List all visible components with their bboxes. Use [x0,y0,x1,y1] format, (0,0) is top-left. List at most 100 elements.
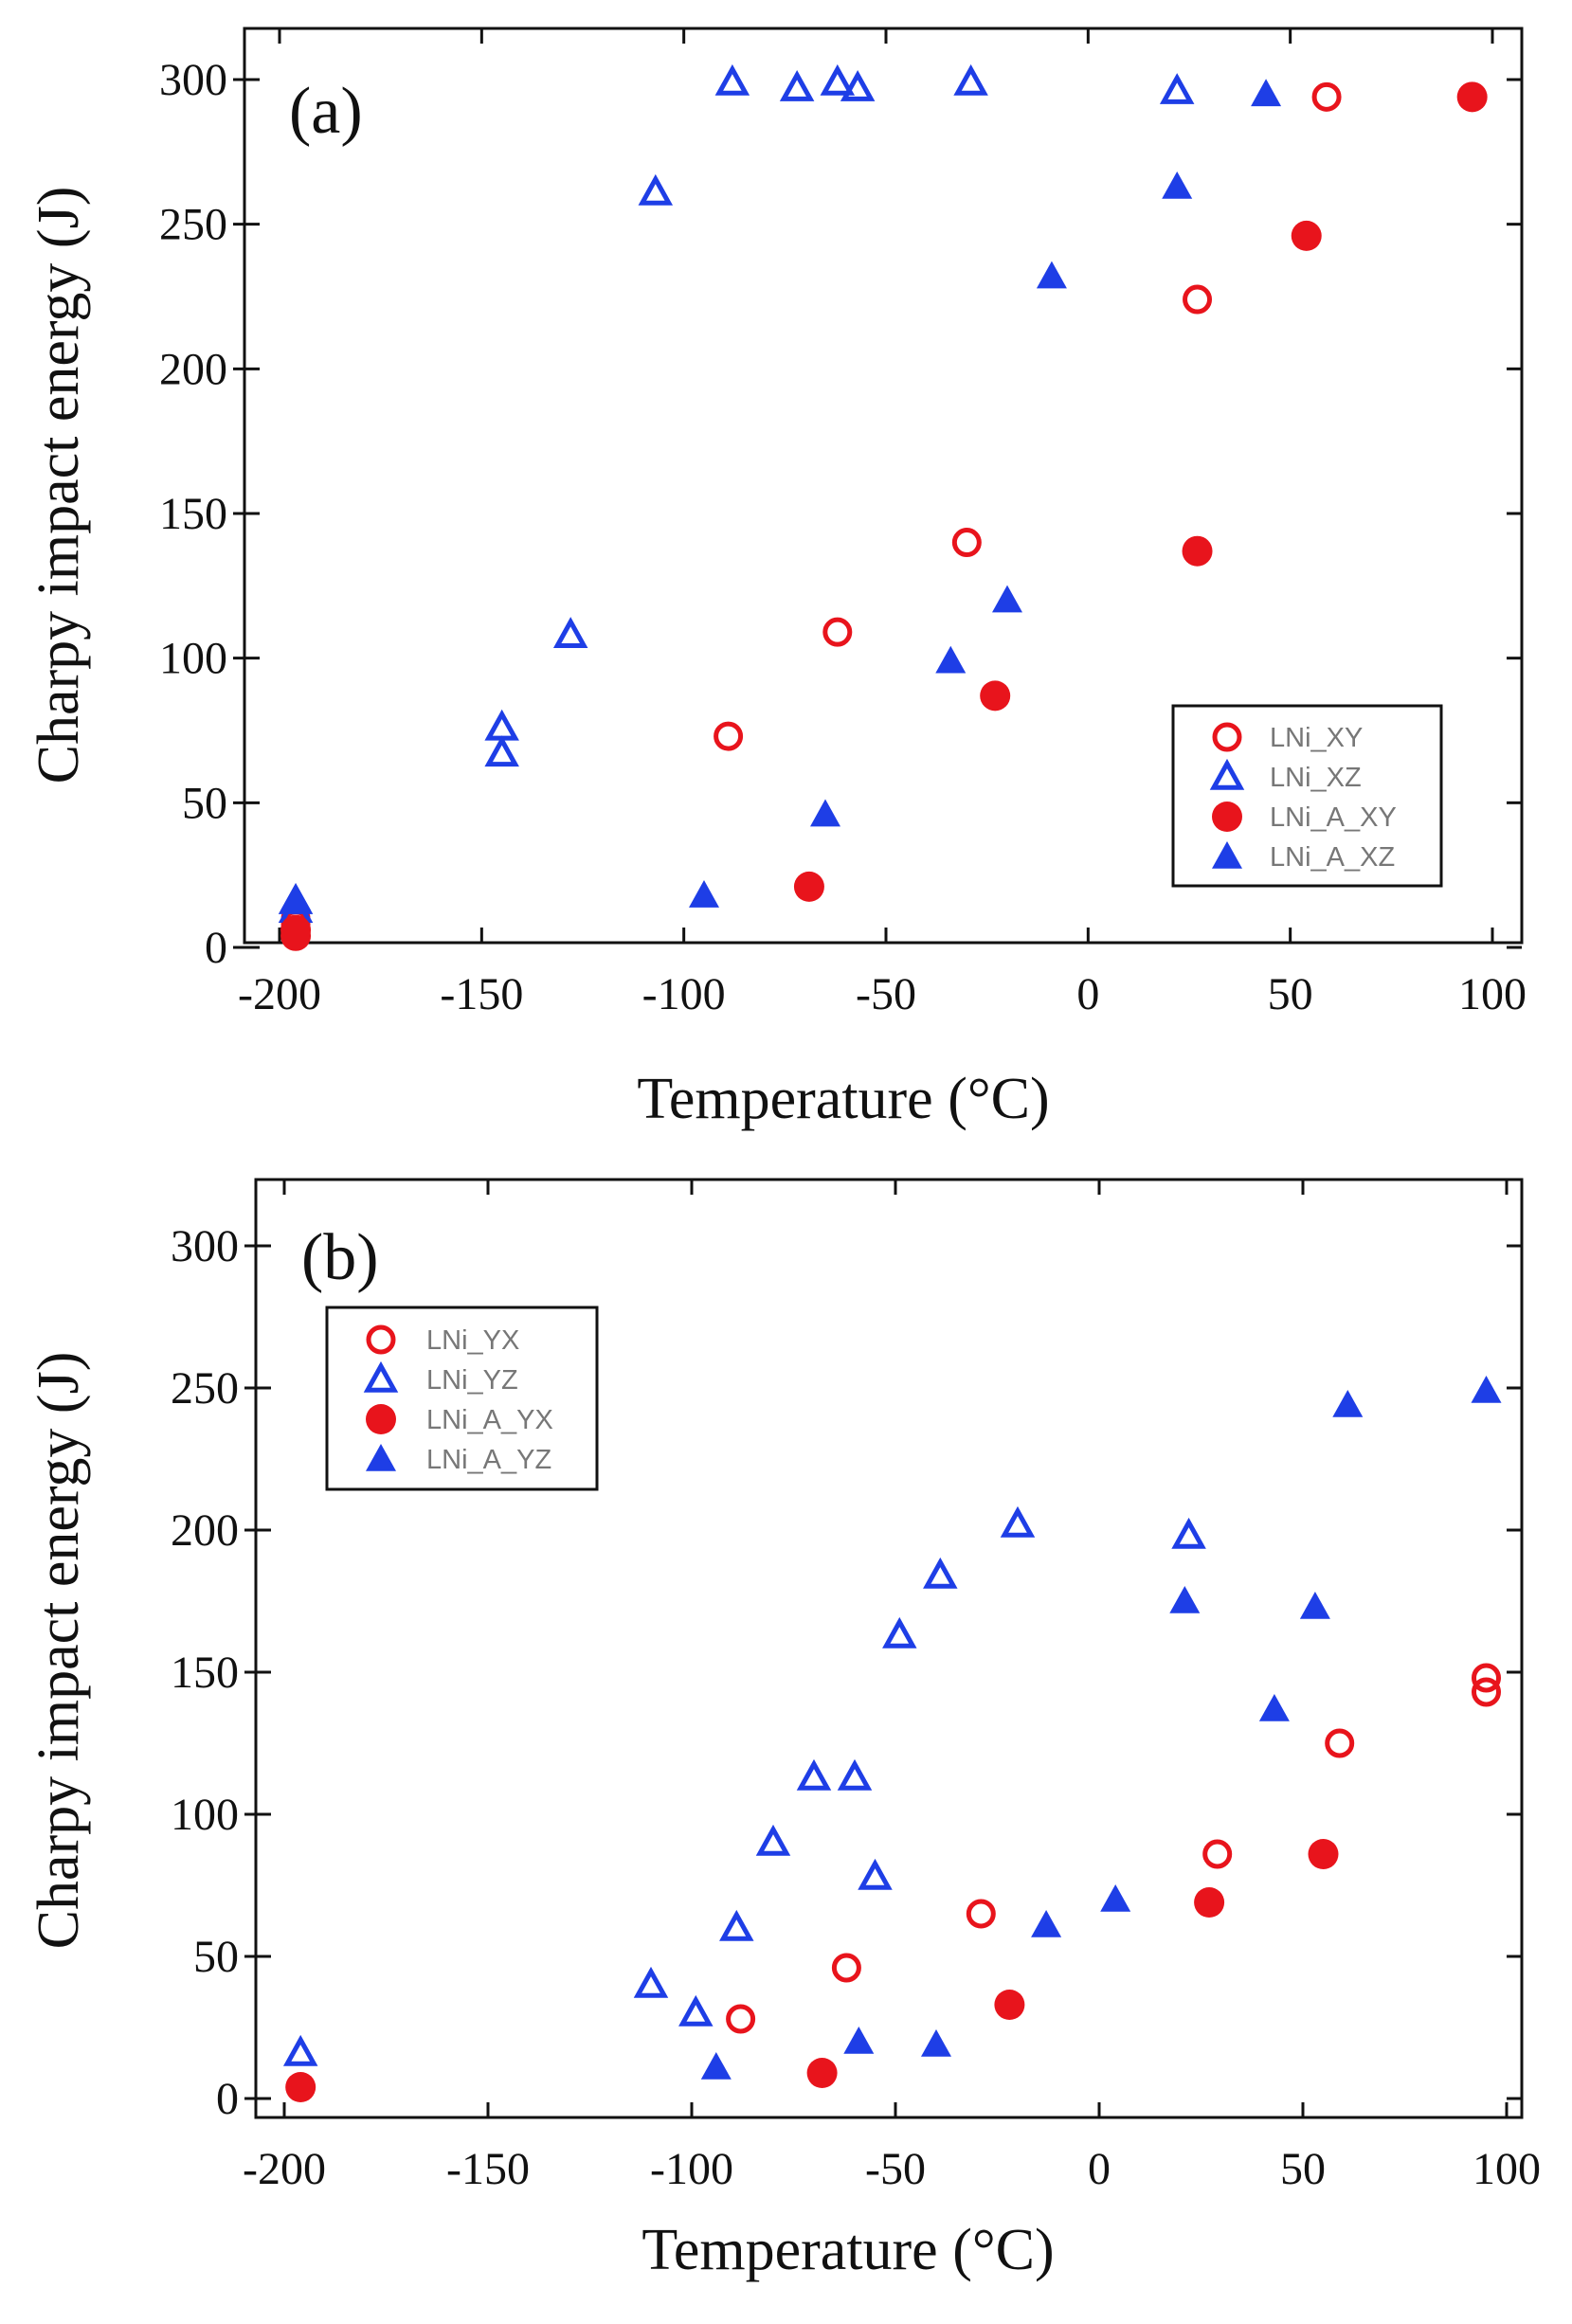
legend-marker [1212,802,1242,832]
x-tick-label: -150 [440,969,523,1019]
data-point [723,1915,750,1938]
data-point [886,1622,912,1646]
legend-label: LNi_A_YZ [426,1445,551,1475]
legend-label: LNi_YX [426,1325,519,1356]
data-point [287,2040,314,2063]
legend-label: LNi_XY [1270,723,1363,753]
data-point [1332,1390,1363,1417]
x-tick-label: -50 [856,969,916,1019]
data-point [701,2052,732,2080]
data-point [980,680,1010,711]
data-point [285,2072,316,2102]
data-point [1162,171,1192,199]
data-point [844,75,871,99]
data-point [1185,287,1210,312]
panel-label: (b) [301,1221,379,1294]
data-point [1205,1842,1230,1866]
x-tick-label: -150 [446,2144,530,2194]
chart-panel-a: (a) Temperature (°C) Charpy impact energ… [27,28,1527,1131]
x-tick-label: 50 [1268,969,1313,1019]
legend-label: LNi_A_XZ [1270,842,1395,873]
data-point [992,586,1022,613]
y-tick-label: 200 [159,344,227,394]
legend: LNi_XY LNi_XZ LNi_A_XY LNi_A_XZ [1173,706,1441,886]
legend-label: LNi_A_YX [426,1405,553,1435]
data-point [760,1829,786,1853]
data-point [834,1955,858,1980]
data-point [1194,1887,1224,1918]
y-tick-label: 50 [182,778,227,828]
data-point [954,531,979,555]
data-point [825,620,850,644]
x-tick-label: 100 [1458,969,1527,1019]
y-tick-label: 0 [216,2074,239,2124]
data-point [682,2000,709,2024]
y-tick-label: 100 [159,634,227,684]
x-tick-label: -200 [238,969,321,1019]
x-tick-label: -100 [650,2144,733,2194]
data-point [810,800,840,827]
data-point [642,179,669,203]
chart-panel-b: (b) Temperature (°C) Charpy impact energ… [27,1180,1541,2282]
data-point [280,883,311,910]
data-point [921,2029,951,2057]
legend-marker [366,1404,396,1434]
data-point [841,1764,868,1788]
data-point [719,69,746,93]
data-point [1314,84,1339,109]
data-point [1472,1376,1502,1403]
x-tick-label: -200 [243,2144,326,2194]
x-tick-label: 100 [1473,2144,1541,2194]
x-tick-label: -50 [865,2144,926,2194]
data-point [1100,1884,1130,1912]
x-tick-label: 50 [1280,2144,1326,2194]
y-axis-title: Charpy impact energy (J) [27,187,91,784]
data-point [824,69,851,93]
data-point [1004,1511,1031,1535]
data-point [1169,1586,1200,1613]
data-point [1259,1694,1290,1721]
data-point [1300,1592,1330,1619]
data-point [1457,81,1488,112]
data-point [1176,1522,1202,1546]
data-point [843,2027,874,2054]
legend-label: LNi_XZ [1270,763,1362,793]
data-point [1037,261,1067,289]
y-tick-label: 250 [159,200,227,250]
y-tick-label: 50 [193,1932,239,1982]
data-point [489,714,515,738]
data-point [968,1901,993,1926]
data-point [1183,536,1213,567]
legend-label: LNi_YZ [426,1365,518,1396]
panel-label: (a) [289,75,363,148]
data-point [489,740,515,764]
x-axis-title: Temperature (°C) [637,1067,1049,1131]
data-point [1251,79,1281,106]
x-axis-title: Temperature (°C) [641,2218,1054,2282]
y-tick-label: 300 [171,1221,239,1271]
data-point [784,75,810,99]
y-tick-label: 0 [205,923,227,973]
data-point [862,1864,889,1887]
y-tick-label: 200 [171,1505,239,1556]
data-point [729,2007,753,2031]
y-tick-label: 300 [159,55,227,105]
figure: (a) Temperature (°C) Charpy impact energ… [0,0,1572,2324]
data-point [716,724,741,748]
x-tick-label: 0 [1076,969,1099,1019]
data-point [794,872,824,902]
data-point [801,1764,827,1788]
legend: LNi_YX LNi_YZ LNi_A_YX LNi_A_YZ [327,1307,597,1489]
data-point [958,69,985,93]
y-axis-title: Charpy impact energy (J) [27,1352,91,1950]
data-point [1164,78,1190,101]
data-point [935,646,966,674]
legend-label: LNi_A_XY [1270,802,1397,833]
x-tick-label: 0 [1088,2144,1111,2194]
data-point [557,622,584,645]
data-point [1292,221,1322,251]
x-tick-label: -100 [642,969,726,1019]
data-point [638,1972,664,1995]
data-point [1309,1839,1339,1869]
data-point [807,2058,838,2088]
